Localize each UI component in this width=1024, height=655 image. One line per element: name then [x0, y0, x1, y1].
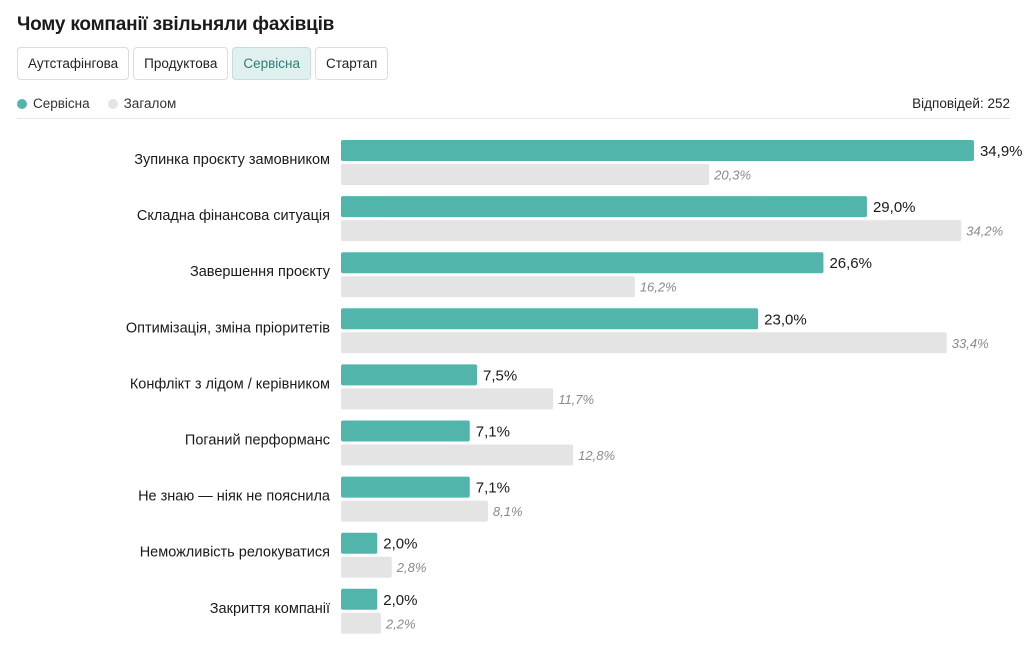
- bar-secondary-value: 33,4%: [952, 336, 989, 351]
- bar-secondary: [341, 612, 381, 634]
- bar-primary: [341, 364, 478, 386]
- category-label: Не знаю — ніяк не пояснила: [138, 489, 331, 505]
- chart-title: Чому компанії звільняли фахівців: [17, 14, 335, 35]
- bar-primary-value: 2,0%: [383, 536, 417, 553]
- bar-primary: [341, 532, 378, 554]
- bar-primary: [341, 140, 974, 161]
- category-label: Закриття компанії: [210, 601, 330, 617]
- bar-primary: [341, 308, 759, 330]
- bar-secondary-value: 34,2%: [966, 224, 1003, 239]
- bar-secondary: [341, 500, 488, 522]
- bar-secondary-value: 20,3%: [713, 168, 751, 183]
- bar-secondary-value: 8,1%: [493, 504, 523, 519]
- legend-secondary-label: Загалом: [123, 96, 177, 111]
- tab-product[interactable]: Продуктова: [133, 47, 229, 80]
- bar-secondary: [341, 220, 962, 242]
- bar-primary: [341, 252, 824, 274]
- tab-startup[interactable]: Стартап: [315, 47, 389, 80]
- responses-count: Відповідей: 252: [912, 96, 1010, 111]
- tab-outstaffing[interactable]: Аутстафінгова: [17, 47, 130, 80]
- bar-primary: [341, 196, 867, 218]
- chart-legend: Сервісна Загалом: [17, 96, 194, 111]
- bar-primary: [341, 588, 378, 610]
- bar-secondary: [341, 332, 947, 354]
- bar-primary: [341, 420, 470, 442]
- bar-primary-value: 7,1%: [476, 424, 510, 441]
- bar-secondary-value: 11,7%: [558, 392, 594, 407]
- legend-item-primary: Сервісна: [17, 96, 90, 111]
- legend-primary-swatch: [17, 98, 27, 109]
- category-label: Оптимізація, зміна пріоритетів: [126, 320, 330, 336]
- bar-secondary: [341, 556, 392, 578]
- bar-primary-value: 34,9%: [980, 143, 1023, 160]
- legend-item-secondary: Загалом: [107, 96, 177, 111]
- company-type-tabs: Аутстафінгова Продуктова Сервісна Старта…: [17, 47, 389, 80]
- bar-primary-value: 7,5%: [483, 367, 517, 384]
- bar-primary-value: 2,0%: [383, 592, 417, 609]
- category-label: Завершення проєкту: [190, 264, 331, 280]
- category-label: Поганий перформанс: [185, 433, 330, 449]
- bar-secondary: [341, 276, 635, 298]
- header-divider: [17, 118, 1010, 119]
- category-label: Конфлікт з лідом / керівником: [130, 376, 330, 392]
- category-label: Складна фінансова ситуація: [137, 208, 330, 224]
- category-label: Зупинка проєкту замовником: [134, 152, 330, 168]
- bar-secondary-value: 16,2%: [640, 280, 677, 295]
- bar-primary-value: 26,6%: [829, 255, 872, 272]
- legend-secondary-swatch: [107, 98, 118, 109]
- bar-secondary: [341, 444, 574, 466]
- bar-secondary-value: 12,8%: [578, 448, 615, 463]
- legend-primary-label: Сервісна: [33, 96, 90, 111]
- bar-secondary: [341, 164, 710, 185]
- bar-secondary: [341, 388, 554, 410]
- bar-primary-value: 29,0%: [873, 199, 916, 216]
- bar-secondary-value: 2,2%: [385, 616, 416, 631]
- tab-service[interactable]: Сервісна: [232, 47, 311, 80]
- bar-primary-value: 23,0%: [764, 311, 807, 328]
- category-label: Неможливість релокуватися: [140, 545, 330, 561]
- bar-secondary-value: 2,8%: [396, 560, 427, 575]
- bar-primary-value: 7,1%: [476, 480, 510, 497]
- bar-primary: [341, 476, 470, 498]
